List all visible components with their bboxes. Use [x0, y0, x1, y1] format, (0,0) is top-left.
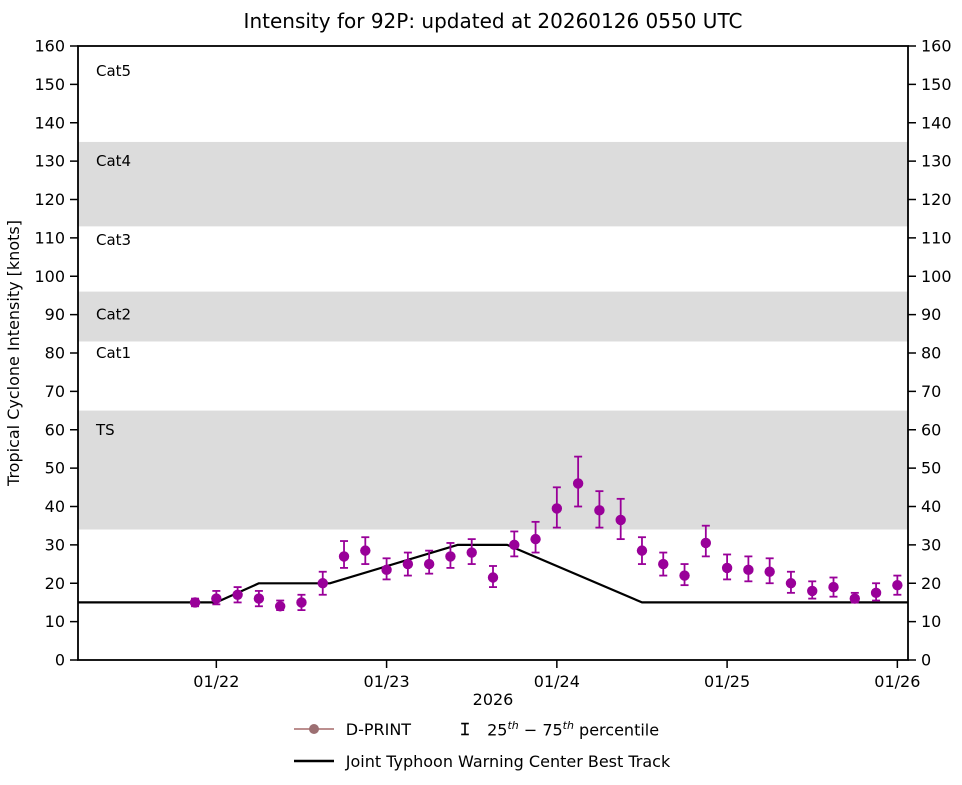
- x-tick-label: 01/25: [704, 672, 750, 691]
- dprint-point: [764, 566, 775, 577]
- band-label-Cat5: Cat5: [96, 62, 131, 80]
- legend-label-percentile: 25th − 75th percentile: [487, 718, 660, 740]
- y-tick-label-right: 160: [921, 37, 952, 56]
- legend: D-PRINT 25th − 75th percentile Joint Typ…: [0, 716, 962, 774]
- band-label-Cat1: Cat1: [96, 344, 131, 362]
- best-track-line: [78, 543, 908, 604]
- y-tick-label-right: 100: [921, 267, 952, 286]
- dprint-point: [317, 578, 328, 589]
- y-tick-label-right: 60: [921, 420, 941, 439]
- dprint-point: [721, 562, 733, 574]
- dprint-point: [594, 505, 605, 516]
- dprint-point: [189, 597, 201, 608]
- dprint-point: [253, 593, 265, 604]
- y-tick-label-right: 40: [921, 497, 941, 516]
- dprint-point: [402, 558, 414, 570]
- dprint-point: [360, 545, 371, 556]
- band-Cat4: [78, 141, 908, 227]
- y-tick-label: 150: [34, 75, 65, 94]
- y-tick-label-right: 140: [921, 113, 952, 132]
- x-tick-label: 01/26: [874, 672, 920, 691]
- dprint-point: [849, 593, 860, 604]
- band-label-Cat3: Cat3: [96, 231, 131, 249]
- y-tick-label-right: 50: [921, 459, 941, 478]
- y-tick-label-right: 10: [921, 612, 941, 631]
- y-tick-label: 70: [45, 382, 65, 401]
- x-tick-label: 01/22: [193, 672, 239, 691]
- y-tick-label: 80: [45, 344, 65, 363]
- dprint-point: [870, 587, 882, 599]
- dprint-point: [487, 572, 499, 583]
- best-track-line-icon: [293, 759, 334, 763]
- dprint-point: [551, 503, 563, 514]
- x-axis-label: 2026: [472, 690, 514, 709]
- dprint-point: [211, 593, 222, 604]
- band-label-TS: TS: [95, 421, 115, 439]
- y-tick-label: 140: [34, 113, 65, 132]
- dprint-point: [232, 589, 243, 600]
- dprint-point: [700, 537, 712, 549]
- chart-title: Intensity for 92P: updated at 20260126 0…: [243, 9, 743, 33]
- y-tick-label-right: 150: [921, 75, 952, 94]
- y-tick-label: 120: [34, 190, 65, 209]
- y-tick-label-right: 90: [921, 305, 941, 324]
- y-tick-label: 30: [45, 535, 65, 554]
- dprint-point: [828, 581, 839, 593]
- y-tick-label: 110: [34, 228, 65, 247]
- dprint-point: [636, 545, 648, 556]
- y-tick-label: 60: [45, 420, 65, 439]
- band-label-Cat4: Cat4: [96, 152, 131, 170]
- dprint-point: [466, 547, 477, 558]
- legend-row-dprint: D-PRINT 25th − 75th percentile: [292, 716, 659, 742]
- dprint-point: [296, 597, 307, 608]
- dprint-point: [381, 564, 392, 576]
- percentile-errorbar-icon: [461, 722, 469, 736]
- legend-label-best-track: Joint Typhoon Warning Center Best Track: [345, 751, 671, 771]
- y-tick-label: 50: [45, 459, 65, 478]
- dprint-point: [445, 551, 456, 562]
- dprint-point: [658, 558, 669, 570]
- dprint-point: [615, 514, 626, 526]
- band-label-Cat2: Cat2: [96, 306, 131, 324]
- dprint-point: [785, 578, 797, 589]
- dprint-point: [892, 579, 903, 591]
- dprint-point: [274, 601, 286, 612]
- legend-row-best-track: Joint Typhoon Warning Center Best Track: [292, 748, 671, 774]
- y-tick-label: 130: [34, 152, 65, 171]
- dprint-point: [338, 551, 350, 562]
- y-tick-label-right: 80: [921, 344, 941, 363]
- legend-label-dprint: D-PRINT: [345, 719, 412, 739]
- dprint-point: [509, 539, 520, 551]
- y-tick-label: 90: [45, 305, 65, 324]
- x-tick-label: 01/24: [534, 672, 580, 691]
- x-tick-label: 01/23: [364, 672, 410, 691]
- y-tick-label-right: 120: [921, 190, 952, 209]
- y-tick-label-right: 110: [921, 228, 952, 247]
- plot-area: TS Cat1 Cat2 Cat3 Cat4 Cat5 0 0 10 10 20 20 30 30 40 40…: [34, 37, 952, 692]
- y-tick-label-right: 20: [921, 574, 941, 593]
- dprint-marker-icon: [293, 724, 334, 734]
- dprint-point: [743, 564, 754, 576]
- y-tick-label: 20: [45, 574, 65, 593]
- y-tick-label-right: 130: [921, 152, 952, 171]
- y-tick-label-right: 30: [921, 535, 941, 554]
- y-tick-label: 160: [34, 37, 65, 56]
- dprint-point: [572, 478, 584, 489]
- y-tick-label-right: 70: [921, 382, 941, 401]
- y-tick-label: 100: [34, 267, 65, 286]
- band-TS: [78, 410, 908, 530]
- y-tick-label: 40: [45, 497, 65, 516]
- dprint-point: [807, 585, 818, 597]
- dprint-point: [423, 558, 435, 570]
- y-tick-label: 0: [55, 651, 65, 670]
- dprint-point: [679, 570, 690, 581]
- y-tick-label-right: 0: [921, 651, 931, 670]
- band-Cat2: [78, 291, 908, 342]
- dprint-point: [530, 533, 541, 545]
- y-tick-label: 10: [45, 612, 65, 631]
